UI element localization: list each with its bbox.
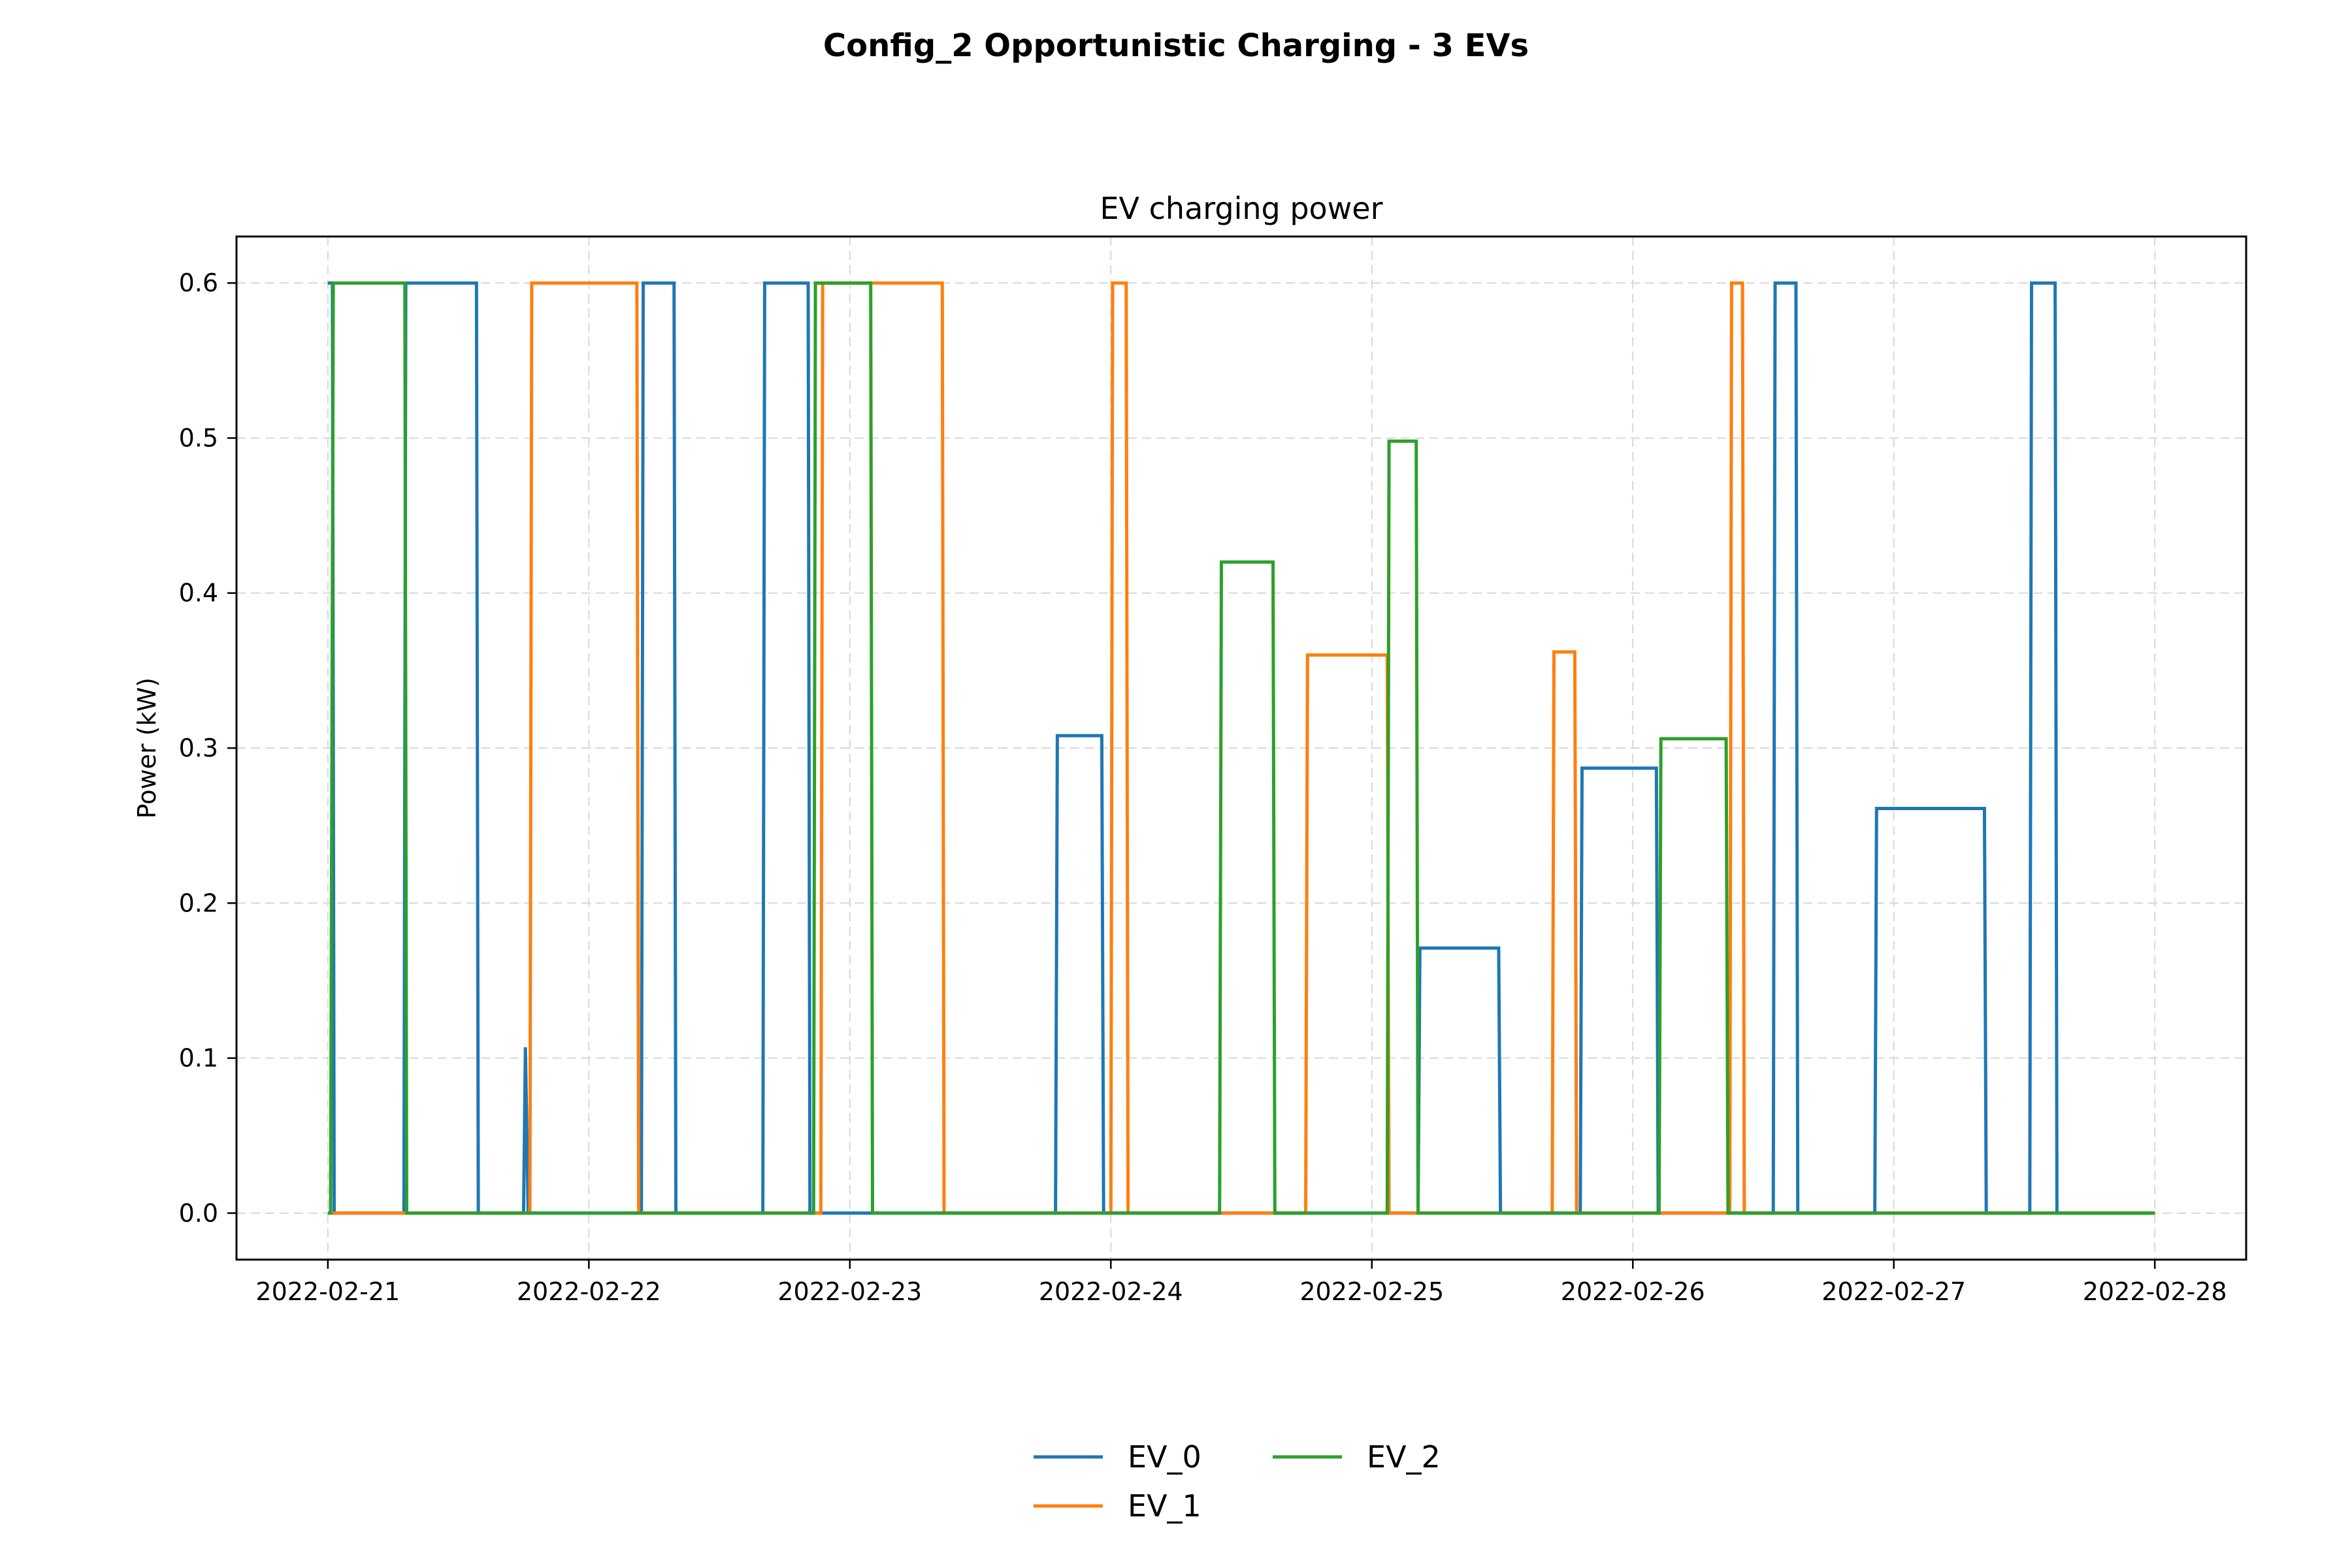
- y-tick-label: 0.0: [179, 1199, 218, 1228]
- chart-title: EV charging power: [1100, 191, 1382, 226]
- x-tick-label: 2022-02-27: [1821, 1277, 1966, 1306]
- x-tick-label: 2022-02-21: [255, 1277, 400, 1306]
- x-tick-label: 2022-02-23: [777, 1277, 922, 1306]
- x-tick-label: 2022-02-26: [1561, 1277, 1705, 1306]
- x-tick-label: 2022-02-28: [2083, 1277, 2227, 1306]
- y-tick-label: 0.3: [179, 734, 218, 762]
- figure-suptitle: Config_2 Opportunistic Charging - 3 EVs: [823, 27, 1529, 64]
- y-tick-label: 0.1: [179, 1044, 218, 1073]
- y-tick-label: 0.6: [179, 269, 218, 297]
- x-axis: 2022-02-21 2022-02-22 2022-02-23 2022-02-24…: [255, 1260, 2227, 1306]
- y-tick-label: 0.4: [179, 579, 218, 608]
- legend-label-ev-1: EV_1: [1128, 1488, 1201, 1524]
- y-axis-label: Power (kW): [133, 678, 161, 819]
- legend: EV_0 EV_1 EV_2: [1034, 1439, 1441, 1524]
- plot-series: [327, 281, 2155, 1215]
- y-axis: 0.0 0.1 0.2 0.3 0.4 0.5 0.6: [179, 269, 237, 1228]
- x-tick-label: 2022-02-22: [517, 1277, 661, 1306]
- x-tick-label: 2022-02-24: [1039, 1277, 1183, 1306]
- x-tick-label: 2022-02-25: [1299, 1277, 1444, 1306]
- y-tick-label: 0.5: [179, 423, 218, 452]
- legend-label-ev-2: EV_2: [1367, 1439, 1441, 1475]
- y-tick-label: 0.2: [179, 889, 218, 917]
- legend-label-ev-0: EV_0: [1128, 1439, 1201, 1475]
- series-line-ev-2: [327, 281, 2155, 1215]
